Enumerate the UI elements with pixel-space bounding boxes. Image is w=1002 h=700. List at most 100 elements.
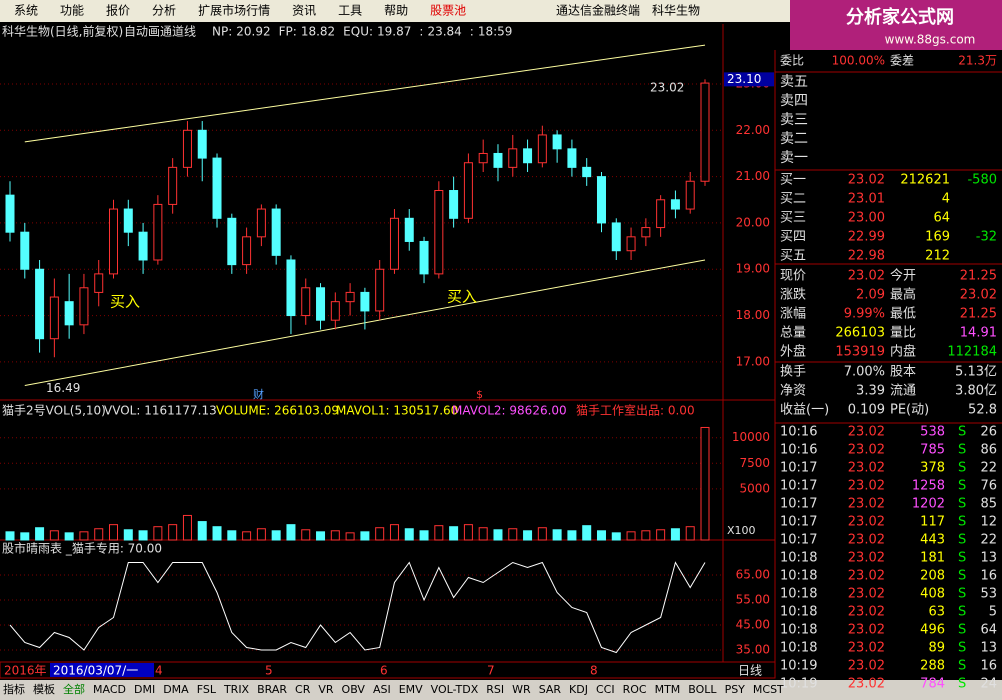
- stat-cell: 流通: [890, 384, 916, 399]
- tab[interactable]: ASI: [373, 683, 391, 696]
- tab[interactable]: 全部: [63, 682, 85, 696]
- quote-cell: 100.00%: [832, 54, 885, 68]
- candle-body: [434, 190, 444, 275]
- volume-bar: [389, 524, 399, 541]
- trade-cell: 23.02: [848, 677, 885, 692]
- volume-bar: [685, 526, 695, 541]
- menu-item[interactable]: 资讯: [292, 4, 316, 18]
- trade-cell: 24: [980, 677, 997, 692]
- trade-cell: S: [958, 425, 966, 440]
- candle-body: [316, 287, 326, 321]
- tab[interactable]: CCI: [596, 683, 615, 696]
- tab[interactable]: RSI: [486, 683, 504, 696]
- trade-cell: 76: [980, 479, 997, 494]
- volume-bar: [330, 530, 340, 541]
- trade-cell: 10:18: [780, 551, 817, 566]
- volume-bar: [641, 530, 651, 541]
- bid-cell: 23.00: [848, 211, 885, 226]
- candle-body: [182, 129, 192, 168]
- tab[interactable]: WR: [512, 683, 531, 696]
- stat-cell: 23.02: [960, 288, 997, 303]
- trade-cell: 85: [980, 497, 997, 512]
- volume-bar: [656, 529, 666, 541]
- stat-cell: 涨跌: [780, 287, 806, 303]
- trade-cell: 117: [920, 515, 945, 530]
- trade-cell: 10:19: [780, 677, 817, 692]
- stat-cell: 2.09: [856, 288, 885, 303]
- tab[interactable]: DMA: [163, 683, 189, 696]
- month-label: 8: [590, 664, 598, 678]
- candle-body: [20, 231, 30, 270]
- logo-url: www.88gs.com: [885, 33, 976, 47]
- oscillator-line: [9, 561, 706, 654]
- axis-marker-box: [724, 72, 774, 87]
- candle-body: [404, 217, 414, 242]
- info-label: :: [470, 25, 474, 39]
- ask-label: 卖三: [780, 112, 808, 128]
- volume-bar: [35, 527, 45, 541]
- menu-item[interactable]: 股票池: [430, 4, 466, 18]
- candle-body: [49, 296, 59, 340]
- tab[interactable]: BOLL: [688, 683, 717, 696]
- menu-item[interactable]: 工具: [338, 4, 362, 18]
- tab[interactable]: MCST: [753, 683, 784, 696]
- candle-body: [463, 162, 473, 219]
- menu-item[interactable]: 功能: [60, 4, 84, 18]
- volume-bar: [109, 524, 119, 541]
- volume-bar: [596, 530, 606, 541]
- trade-cell: S: [958, 659, 966, 674]
- menu-item[interactable]: 系统: [14, 4, 38, 18]
- menu-item[interactable]: 报价: [106, 3, 130, 18]
- date-cursor: 2016/03/07/一: [53, 664, 138, 678]
- bid-cell: 买一: [780, 173, 806, 188]
- tab[interactable]: 模板: [33, 682, 55, 696]
- tab[interactable]: DMI: [134, 683, 155, 696]
- logo-box: [790, 0, 1002, 50]
- date-cursor-box: [50, 663, 154, 677]
- month-label: 5: [265, 664, 273, 678]
- volume-bar: [626, 531, 636, 541]
- volume-bar: [123, 529, 133, 541]
- app-title: 通达信金融终端: [556, 3, 640, 18]
- bid-cell: 212: [925, 249, 950, 264]
- trade-cell: S: [958, 641, 966, 656]
- logo-title: 分析家公式网: [846, 6, 954, 28]
- panel-header: VOLUME: 266103.09: [216, 404, 339, 418]
- tab[interactable]: ROC: [623, 683, 647, 696]
- y-tick-label: 17.00: [736, 354, 770, 368]
- tab[interactable]: VOL-TDX: [431, 683, 479, 696]
- tab[interactable]: EMV: [399, 683, 423, 696]
- tab[interactable]: BRAR: [257, 683, 287, 696]
- tab[interactable]: KDJ: [569, 683, 588, 696]
- tab[interactable]: FSL: [197, 683, 217, 696]
- tab[interactable]: SAR: [539, 683, 562, 696]
- volume-bar: [670, 528, 680, 541]
- stat-cell: 266103: [835, 326, 885, 341]
- tab[interactable]: MACD: [93, 683, 126, 696]
- panel-header: MAVOL1: 130517.60: [336, 404, 458, 418]
- tab[interactable]: OBV: [342, 683, 366, 696]
- volume-bar: [153, 526, 163, 541]
- tab[interactable]: TRIX: [223, 683, 250, 696]
- tab[interactable]: 指标: [3, 682, 25, 696]
- stat-cell: 52.8: [968, 403, 997, 418]
- menu-item[interactable]: 分析: [152, 4, 176, 18]
- volume-bar: [49, 530, 59, 541]
- tab[interactable]: MTM: [655, 683, 681, 696]
- tab[interactable]: PSY: [725, 683, 746, 696]
- tab[interactable]: CR: [295, 683, 311, 696]
- stat-cell: 外盘: [780, 344, 806, 360]
- stat-cell: 内盘: [890, 344, 916, 360]
- panel-title: 股市晴雨表 _猫手专用: 70.00: [2, 541, 162, 556]
- trade-cell: 5: [989, 605, 997, 620]
- candle-body: [567, 148, 577, 168]
- stat-cell: 今开: [890, 268, 916, 284]
- tab[interactable]: VR: [318, 683, 334, 696]
- y-tick-label: 55.00: [736, 593, 770, 607]
- trade-cell: 784: [920, 677, 945, 692]
- menu-item[interactable]: 扩展市场行情: [198, 3, 270, 18]
- menu-item[interactable]: 帮助: [384, 4, 408, 18]
- trade-cell: 89: [928, 641, 945, 656]
- candle-body: [94, 273, 104, 293]
- candle-body: [242, 236, 252, 266]
